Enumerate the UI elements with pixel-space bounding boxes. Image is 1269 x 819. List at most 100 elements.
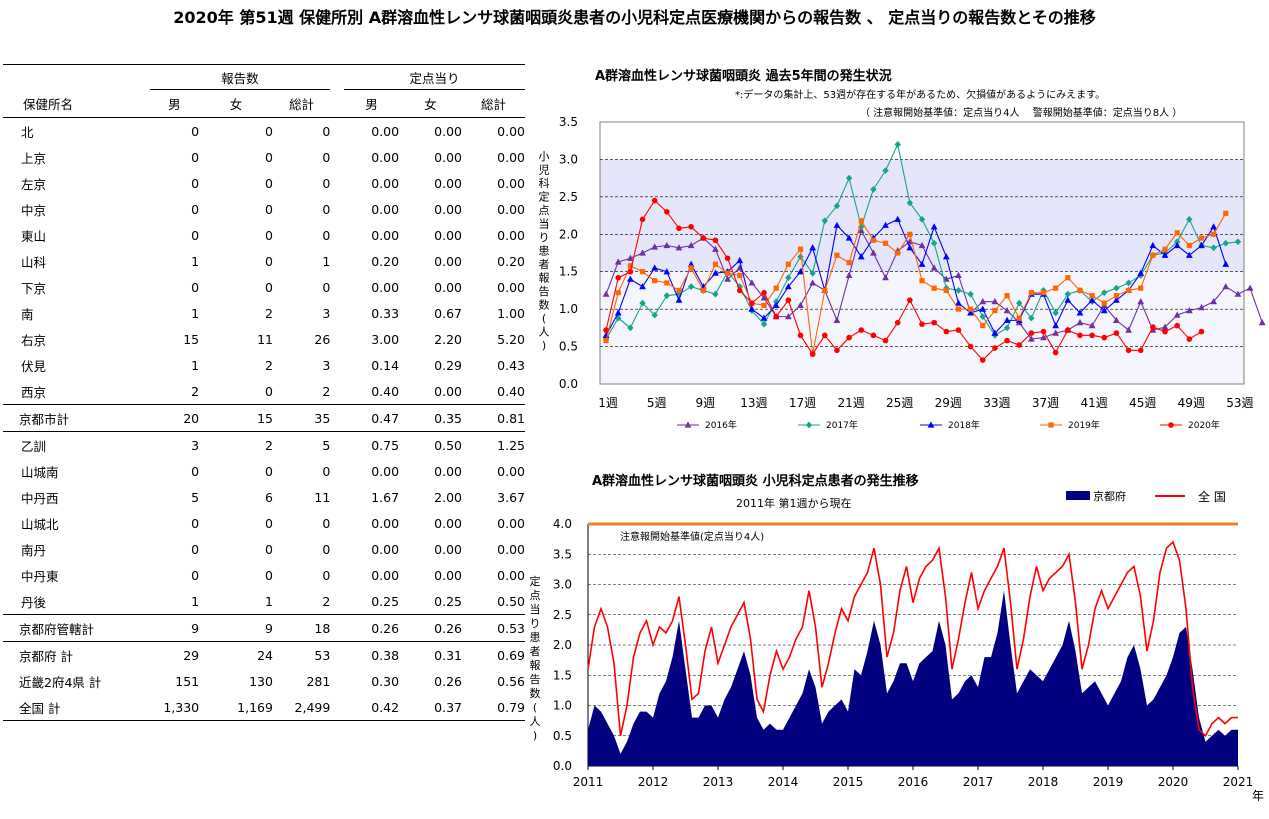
y-tick-label: 3.5 bbox=[553, 547, 572, 561]
y-axis-label-char: 科 bbox=[539, 176, 550, 190]
data-point bbox=[955, 271, 962, 279]
cell-total: 281 bbox=[306, 673, 331, 689]
cell-male-rate: 0.00 bbox=[371, 463, 400, 479]
y-axis-label-char: 患 bbox=[530, 631, 541, 644]
data-point bbox=[1137, 347, 1144, 354]
cell-female-rate: 0.50 bbox=[434, 437, 462, 453]
cell-female: 0 bbox=[265, 253, 273, 269]
cell-male: 0 bbox=[191, 541, 200, 557]
data-point bbox=[1027, 335, 1035, 342]
data-point bbox=[626, 254, 634, 261]
chart1-plot: 0.0 0.5 1.0 1.5 2.0 2.5 3.0 3.5 1週 5週 9週 13週 17週 21週 2… bbox=[539, 115, 1266, 431]
data-point bbox=[1089, 293, 1095, 299]
cell-total: 53 bbox=[314, 647, 331, 663]
page-title: 2020年 第51週 保健所別 A群溶血性レンサ球菌咽頭炎患者の小児科定点医療機… bbox=[173, 8, 1096, 27]
cell-total: 0 bbox=[322, 279, 331, 295]
cell-total-rate: 0.00 bbox=[497, 541, 525, 557]
cell-name: 中丹西 bbox=[21, 490, 59, 506]
series-1 bbox=[602, 226, 1266, 342]
band-warning bbox=[600, 159, 1244, 272]
data-point bbox=[1028, 314, 1035, 322]
data-point bbox=[918, 241, 926, 249]
series-4 bbox=[603, 210, 1229, 357]
data-point bbox=[1174, 322, 1180, 329]
data-point bbox=[980, 323, 986, 329]
data-point bbox=[979, 298, 987, 305]
data-point bbox=[991, 329, 999, 336]
cell-female-rate: 0.00 bbox=[434, 515, 462, 531]
data-point bbox=[676, 287, 682, 294]
data-point bbox=[1088, 322, 1096, 329]
cell-name: 西京 bbox=[21, 384, 47, 400]
y-axis-label-char: 者 bbox=[539, 258, 550, 271]
y-axis-label-char: 定 bbox=[530, 574, 541, 588]
data-point bbox=[833, 316, 841, 323]
cell-name: 上京 bbox=[21, 150, 47, 166]
cell-female: 24 bbox=[257, 647, 273, 663]
data-point bbox=[797, 301, 804, 308]
cell-total: 2 bbox=[322, 383, 331, 399]
y-axis-label-char: ) bbox=[542, 339, 546, 352]
data-point bbox=[882, 221, 889, 228]
cell-female: 0 bbox=[265, 383, 273, 399]
data-point bbox=[927, 421, 935, 428]
x-tick-label: 9週 bbox=[695, 396, 715, 410]
table-row: 山城南 0 0 0 0.00 0.00 0.00 bbox=[3, 458, 525, 484]
cell-total-rate: 0.79 bbox=[497, 699, 525, 715]
data-point bbox=[1016, 342, 1023, 348]
cell-female-rate: 0.35 bbox=[434, 410, 462, 426]
chart-weekly-5years: A群溶血性レンサ球菌咽頭炎 過去5年間の発生状況 *:データの集計上、53週が存… bbox=[539, 68, 1266, 431]
data-point bbox=[1028, 330, 1035, 336]
chart1-note1: *:データの集計上、53週が存在する年があるため、欠損値があるようにみえます。 bbox=[735, 88, 1105, 101]
data-point bbox=[869, 249, 877, 256]
cell-female: 0 bbox=[265, 515, 273, 531]
cell-name: 山城北 bbox=[21, 516, 59, 532]
data-point bbox=[785, 261, 791, 267]
cell-name: 京都府 計 bbox=[19, 648, 73, 664]
legend-label: 2020年 bbox=[1188, 419, 1220, 431]
total-row: 京都府 計 29 24 53 0.38 0.31 0.69 bbox=[3, 641, 525, 669]
data-point bbox=[870, 185, 877, 193]
cell-total-rate: 0.00 bbox=[497, 515, 525, 531]
data-point bbox=[907, 297, 913, 303]
data-point bbox=[1003, 307, 1011, 314]
cell-total-rate: 0.00 bbox=[497, 123, 525, 139]
data-point bbox=[652, 278, 658, 284]
data-point bbox=[1223, 210, 1229, 216]
cell-total: 5 bbox=[322, 437, 331, 453]
data-point bbox=[760, 314, 768, 321]
cell-male: 0 bbox=[191, 567, 200, 583]
data-point bbox=[1246, 284, 1254, 291]
data-point bbox=[870, 332, 877, 339]
cell-total-rate: 0.53 bbox=[497, 620, 525, 636]
data-point bbox=[1186, 215, 1193, 223]
chart-trend-2011: A群溶血性レンサ球菌咽頭炎 小児科定点患者の発生推移 2011年 第1週から現在… bbox=[530, 473, 1264, 803]
data-point bbox=[1211, 231, 1217, 237]
data-point bbox=[651, 197, 658, 204]
data-point bbox=[761, 302, 767, 308]
data-point bbox=[700, 235, 707, 241]
data-point bbox=[1040, 333, 1047, 341]
cell-female-rate: 0.26 bbox=[434, 673, 462, 689]
cell-total: 18 bbox=[314, 620, 331, 636]
data-point bbox=[955, 306, 962, 312]
data-point bbox=[845, 234, 853, 241]
table-row: 北 0 0 0 0.00 0.00 0.00 bbox=[3, 118, 525, 145]
cell-male-rate: 0.14 bbox=[371, 357, 400, 373]
data-point bbox=[858, 327, 865, 333]
cell-male-rate: 0.00 bbox=[371, 149, 400, 165]
data-point bbox=[846, 334, 852, 341]
data-point bbox=[1137, 269, 1145, 276]
data-point bbox=[834, 252, 840, 258]
data-point bbox=[1125, 326, 1132, 333]
y-axis-label-char: 数 bbox=[530, 687, 541, 700]
data-point bbox=[1137, 298, 1145, 305]
cell-female-rate: 0.25 bbox=[434, 593, 462, 609]
data-point bbox=[1222, 239, 1229, 247]
cell-female: 0 bbox=[265, 541, 273, 557]
data-point bbox=[1101, 300, 1107, 306]
table-row: 中丹西 5 6 11 1.67 2.00 3.67 bbox=[3, 484, 525, 510]
cell-male-rate: 0.30 bbox=[371, 673, 400, 689]
cell-male: 1 bbox=[191, 305, 200, 321]
data-point bbox=[1222, 283, 1230, 290]
